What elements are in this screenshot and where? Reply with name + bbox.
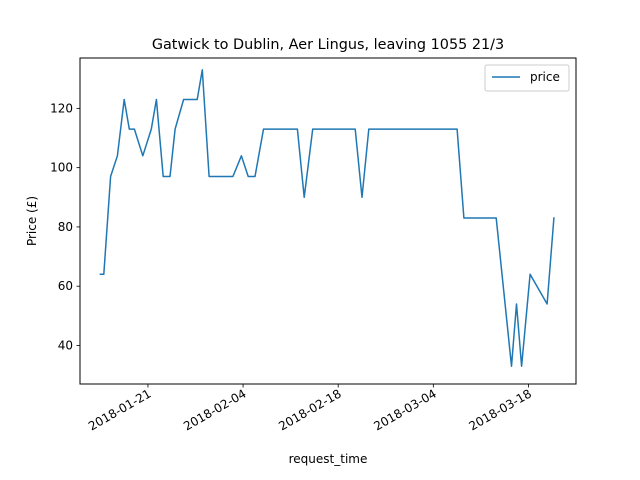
legend-entry-price: price [530, 70, 560, 84]
plot-frame [79, 57, 577, 385]
x-axis-label: request_time [289, 452, 368, 466]
y-tick-label: 100 [50, 161, 73, 175]
x-tick-label: 2018-03-18 [467, 386, 534, 433]
legend: price [484, 64, 570, 92]
chart-title: Gatwick to Dublin, Aer Lingus, leaving 1… [152, 37, 504, 53]
y-axis: 40 60 80 100 120 [50, 101, 80, 352]
plot-area [80, 58, 576, 384]
y-tick-label: 80 [58, 220, 73, 234]
series-line-price [99, 69, 555, 367]
y-tick-label: 60 [58, 279, 73, 293]
x-tick-label: 2018-02-04 [181, 386, 248, 433]
x-axis: 2018-01-21 2018-02-04 2018-02-18 2018-03-04… [86, 384, 534, 433]
series-layer [99, 69, 555, 367]
legend-box [484, 64, 570, 92]
x-tick-label: 2018-03-04 [371, 386, 438, 433]
y-tick-label: 40 [58, 338, 73, 352]
x-tick-label: 2018-02-18 [276, 386, 343, 433]
y-tick-label: 120 [50, 101, 73, 115]
y-axis-label: Price (£) [25, 196, 39, 246]
x-tick-label: 2018-01-21 [86, 386, 153, 433]
plot-background [80, 58, 576, 384]
